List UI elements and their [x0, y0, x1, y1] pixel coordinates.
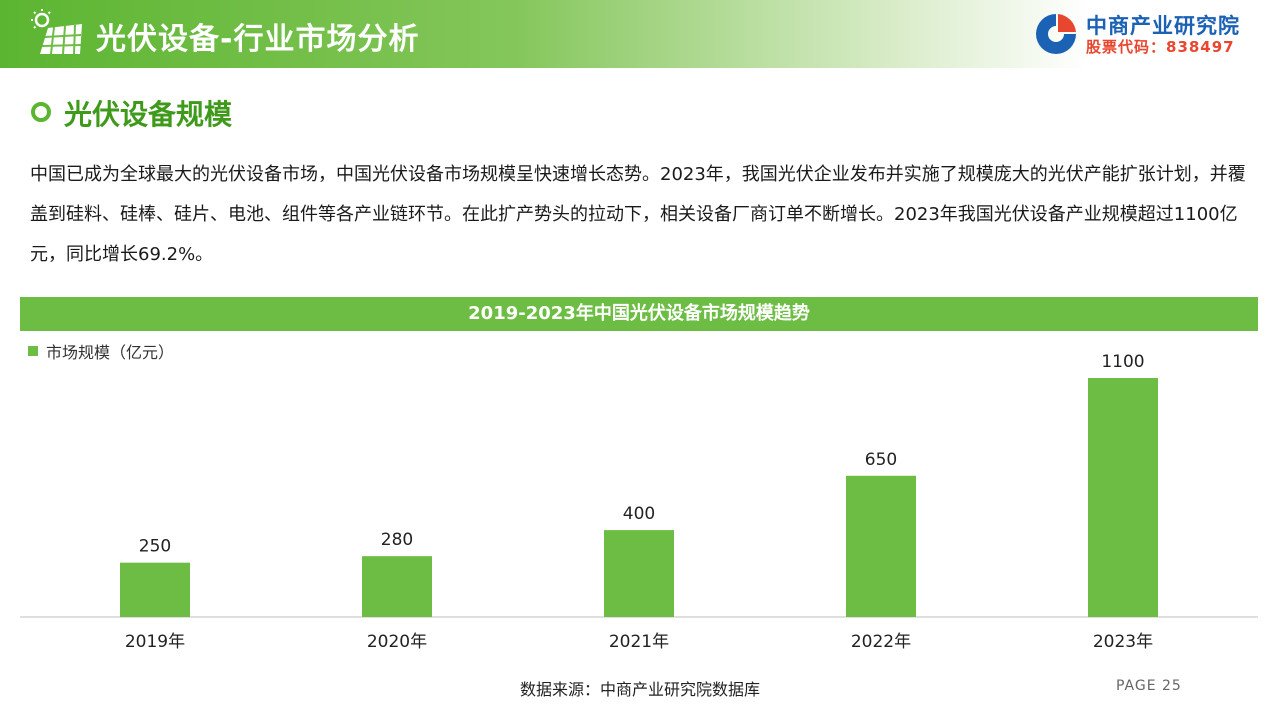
bar [846, 475, 916, 617]
x-tick-label: 2023年 [1093, 632, 1153, 652]
x-tick-label: 2019年 [125, 632, 185, 652]
x-tick-label: 2021年 [609, 632, 669, 652]
bar [120, 562, 190, 617]
data-label: 400 [623, 504, 655, 524]
company-logo-icon [1036, 14, 1076, 54]
stock-code: 股票代码：838497 [1086, 38, 1235, 56]
intro-paragraph: 中国已成为全球最大的光伏设备市场，中国光伏设备市场规模呈快速增长态势。2023年… [30, 164, 1246, 265]
bar [1088, 378, 1158, 617]
solar-panel-icon [31, 9, 82, 55]
bar [604, 530, 674, 617]
page-title: 光伏设备-行业市场分析 [96, 22, 420, 57]
chart-title: 2019-2023年中国光伏设备市场规模趋势 [468, 303, 810, 324]
chart-legend: 市场规模（亿元） [28, 339, 174, 363]
legend-swatch [28, 346, 38, 356]
page-number: PAGE 25 [1116, 678, 1182, 694]
x-tick-label: 2022年 [851, 632, 911, 652]
legend-label: 市场规模（亿元） [46, 343, 175, 362]
bar [362, 556, 432, 617]
circle-bullet-icon [31, 102, 51, 122]
brand-block: 中商产业研究院 股票代码：838497 [1032, 8, 1262, 60]
data-label: 280 [381, 530, 413, 550]
data-label: 250 [139, 537, 171, 557]
section-title: 光伏设备规模 [64, 98, 233, 131]
data-source: 数据来源：中商产业研究院数据库 [519, 680, 760, 699]
chart-title-banner: 2019-2023年中国光伏设备市场规模趋势 [20, 297, 1258, 331]
data-label: 650 [865, 450, 897, 470]
data-label: 1100 [1101, 352, 1144, 372]
x-tick-label: 2020年 [367, 632, 427, 652]
brand-name: 中商产业研究院 [1086, 14, 1240, 38]
